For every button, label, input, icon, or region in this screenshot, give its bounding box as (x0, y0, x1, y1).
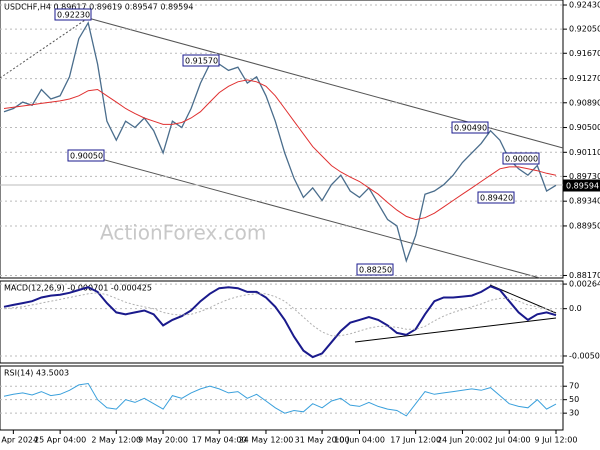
series-line (3, 21, 557, 264)
price-label: 0.89420 (480, 194, 513, 203)
macd-trend (354, 317, 557, 343)
y-tick-label: 0.91670 (569, 49, 600, 58)
y-tick-label: 70 (569, 382, 579, 391)
x-tick-label: 24 Jun 20:00 (437, 436, 488, 445)
y-tick-label: 0.90110 (569, 148, 600, 157)
y-tick-label: 0.92430 (569, 1, 600, 10)
y-tick-label: 0.89340 (569, 197, 600, 206)
price-label: 0.90000 (505, 155, 538, 164)
series-line (3, 382, 557, 417)
y-tick-label: 0.0 (569, 304, 582, 313)
watermark: ActionForex.com (100, 221, 266, 245)
price-label: 0.88250 (359, 266, 392, 275)
price-label: 0.90490 (454, 124, 487, 133)
x-tick-label: 24 May 12:00 (239, 436, 294, 445)
price-label: 0.92230 (57, 11, 90, 20)
y-tick-label: 0.88950 (569, 221, 600, 230)
x-tick-label: 10 Jun 04:00 (334, 436, 385, 445)
price-label-box (451, 121, 489, 134)
x-tick-label: 17 Jun 12:00 (390, 436, 441, 445)
price-label-box (477, 191, 515, 204)
y-tick-label: 0.92050 (569, 25, 600, 34)
price-label-box (563, 179, 600, 192)
rsi-title: RSI(14) 43.5003 (4, 369, 69, 378)
x-tick-label: 25 Apr 04:00 (34, 436, 86, 445)
x-tick-label: 2 May 12:00 (91, 436, 141, 445)
price-label: 0.90050 (70, 152, 103, 161)
x-tick-label: 17 Apr 2024 (0, 436, 38, 445)
y-tick-label: 0.00264 (569, 280, 600, 289)
price-label-box (182, 54, 220, 67)
price-label-box (356, 263, 394, 276)
x-tick-label: 9 Jul 12:00 (535, 436, 578, 445)
x-tick-label: 31 May 20:00 (295, 436, 350, 445)
price-label: 0.89594 (566, 182, 599, 191)
y-tick-label: -0.005077 (569, 351, 600, 360)
y-tick-label: 0.90500 (569, 123, 600, 132)
price-panel (0, 0, 564, 279)
series-line (3, 285, 557, 359)
x-tick-label: 2 Jul 04:00 (488, 436, 531, 445)
channel-lower (67, 149, 541, 279)
price-label-box (67, 149, 105, 162)
price-label: 0.91570 (185, 57, 218, 66)
dotted-trend (0, 17, 89, 79)
macd-panel (0, 280, 564, 364)
y-tick-label: 0.91270 (569, 74, 600, 83)
macd-title: MACD(12,26,9) -0.000701 -0.000425 (4, 284, 152, 293)
rsi-panel (0, 365, 564, 431)
y-tick-label: 30 (569, 409, 579, 418)
y-tick-label: 0.89730 (569, 172, 600, 181)
channel-upper (87, 17, 564, 149)
y-tick-label: 0.90890 (569, 98, 600, 107)
y-tick-label: 0.88170 (569, 271, 600, 280)
y-tick-label: 50 (569, 395, 579, 404)
series-line (3, 79, 557, 221)
series-line (3, 292, 557, 337)
price-label-box (502, 152, 540, 165)
price-label-box (54, 8, 92, 21)
price-title: USDCHF,H4 0.89617 0.89619 0.89547 0.8959… (4, 3, 193, 12)
x-tick-label: 17 May 04:00 (192, 436, 247, 445)
x-tick-label: 9 May 20:00 (138, 436, 188, 445)
